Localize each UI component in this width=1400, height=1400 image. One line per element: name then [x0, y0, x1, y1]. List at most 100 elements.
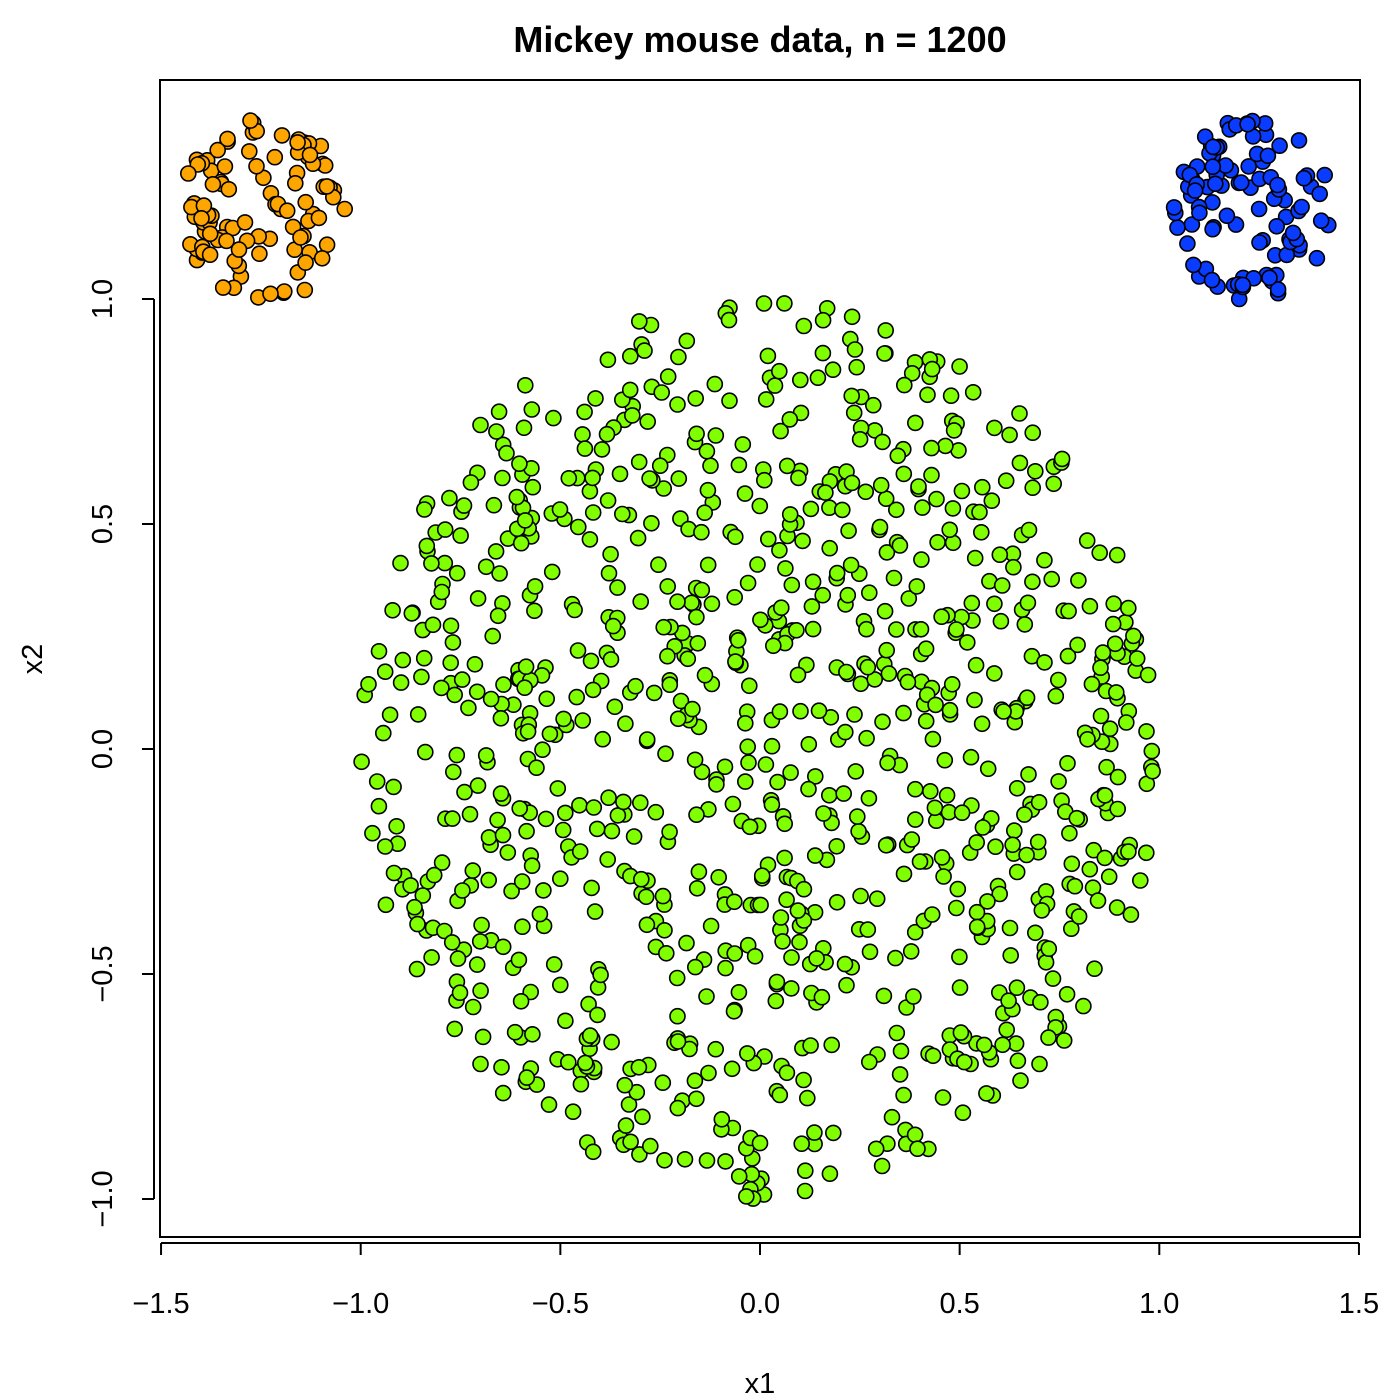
data-point — [581, 1027, 599, 1044]
data-point — [934, 1089, 952, 1106]
data-point — [286, 175, 304, 192]
data-point — [936, 751, 954, 769]
data-point — [394, 651, 412, 669]
data-point — [468, 956, 486, 973]
data-point — [730, 1168, 748, 1185]
data-point — [650, 556, 667, 574]
data-point — [599, 492, 617, 509]
data-point — [1138, 844, 1155, 862]
data-point — [864, 396, 882, 414]
data-point — [266, 148, 284, 166]
data-point — [699, 556, 717, 574]
data-point — [436, 922, 453, 940]
data-point — [698, 1152, 716, 1169]
data-point — [453, 671, 471, 688]
data-point — [1032, 993, 1049, 1011]
data-point — [688, 608, 705, 626]
data-point — [791, 371, 809, 389]
data-point — [1004, 836, 1021, 854]
x-axis: −1.5 −1.0 −0.5 0.0 0.5 1.0 1.5 — [132, 1242, 1379, 1320]
data-point — [477, 747, 495, 764]
data-point — [1261, 269, 1278, 287]
data-point — [297, 193, 315, 211]
data-point — [846, 706, 863, 723]
data-point — [878, 544, 896, 561]
data-point — [632, 870, 650, 888]
data-point — [262, 285, 279, 303]
data-point — [909, 1140, 926, 1157]
data-point — [764, 637, 782, 655]
data-point — [511, 455, 528, 473]
data-point — [292, 229, 309, 246]
data-point — [1125, 627, 1142, 645]
data-point — [859, 921, 877, 938]
data-point — [698, 988, 715, 1005]
data-point — [551, 976, 569, 994]
data-point — [1030, 793, 1048, 811]
data-point — [498, 444, 515, 462]
data-point — [846, 341, 864, 358]
data-point — [499, 844, 517, 861]
data-point — [686, 1072, 704, 1089]
data-point — [967, 656, 985, 674]
data-point — [297, 254, 314, 271]
data-point — [594, 730, 612, 748]
data-point — [1059, 647, 1077, 665]
data-point — [1269, 281, 1287, 298]
data-point — [621, 347, 639, 365]
data-point — [616, 1076, 634, 1094]
data-point — [795, 317, 813, 335]
data-point — [953, 482, 971, 500]
data-point — [638, 916, 656, 934]
data-point — [490, 403, 508, 421]
data-point — [296, 281, 314, 299]
data-point — [557, 1012, 574, 1030]
data-point — [1204, 158, 1222, 175]
data-point — [1055, 1032, 1073, 1049]
data-point — [492, 785, 510, 802]
y-tick-label: −1.0 — [87, 1170, 119, 1227]
data-point — [938, 786, 956, 804]
data-point — [659, 578, 677, 595]
data-point — [554, 821, 572, 839]
data-point — [654, 887, 672, 905]
data-point — [482, 690, 500, 708]
data-point — [903, 831, 921, 848]
data-point — [423, 949, 440, 966]
data-point — [606, 698, 624, 716]
points-layer — [180, 112, 1337, 1207]
data-point — [1144, 762, 1161, 780]
data-point — [874, 713, 891, 731]
data-point — [1081, 860, 1099, 878]
data-point — [769, 773, 786, 791]
data-point — [519, 723, 537, 740]
data-point — [670, 348, 687, 366]
data-point — [583, 879, 600, 897]
data-point — [364, 824, 381, 842]
data-point — [1271, 137, 1288, 154]
data-point — [778, 891, 795, 909]
data-point — [1029, 833, 1047, 851]
data-point — [908, 578, 926, 595]
data-point — [1109, 768, 1127, 786]
data-point — [641, 1137, 659, 1155]
data-point — [551, 870, 569, 888]
data-point — [757, 756, 775, 773]
data-point — [545, 409, 562, 427]
data-point — [804, 573, 822, 591]
data-point — [1058, 985, 1076, 1003]
data-point — [962, 748, 980, 766]
data-point — [1033, 902, 1051, 919]
data-point — [493, 1059, 510, 1076]
data-point — [791, 933, 808, 951]
data-point — [741, 818, 759, 836]
data-point — [1069, 636, 1086, 654]
data-point — [702, 457, 719, 475]
data-point — [1070, 908, 1088, 925]
data-point — [512, 534, 530, 552]
data-point — [727, 653, 744, 670]
data-point — [444, 763, 462, 781]
data-point — [906, 414, 924, 432]
data-point — [603, 1033, 620, 1051]
data-point — [659, 368, 677, 385]
